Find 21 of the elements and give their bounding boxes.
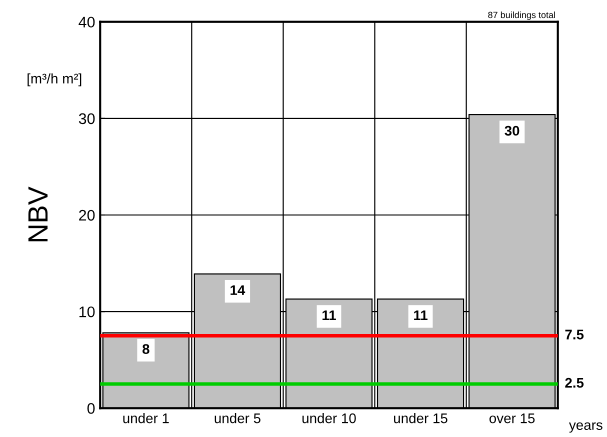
x-tick-label: under 1 [123,413,169,424]
y-tick-label: 40 [78,16,95,28]
y-tick-label: 30 [78,113,95,124]
data-label: 11 [322,310,336,320]
x-axis-title: years [568,422,602,433]
x-tick-label: under 15 [394,413,448,424]
data-label: 30 [504,126,520,136]
text: 87 buildings total [488,12,555,20]
y-axis-title: NBV [28,186,48,242]
y-tick-label: 10 [79,306,95,318]
data-label: 14 [230,285,246,295]
ref-line-label: 2.5 [565,378,584,388]
text: [m³/h m²] [28,73,82,86]
x-tick-label: under 10 [302,413,356,424]
data-label: 11 [414,310,428,320]
x-tick-label: under 5 [214,413,260,424]
data-label: 8 [142,344,150,354]
x-tick-label: over 15 [489,414,535,424]
y-tick-label: 0 [87,403,95,414]
ref-line-label: 7.5 [565,330,584,340]
y-tick-label: 20 [79,210,95,221]
